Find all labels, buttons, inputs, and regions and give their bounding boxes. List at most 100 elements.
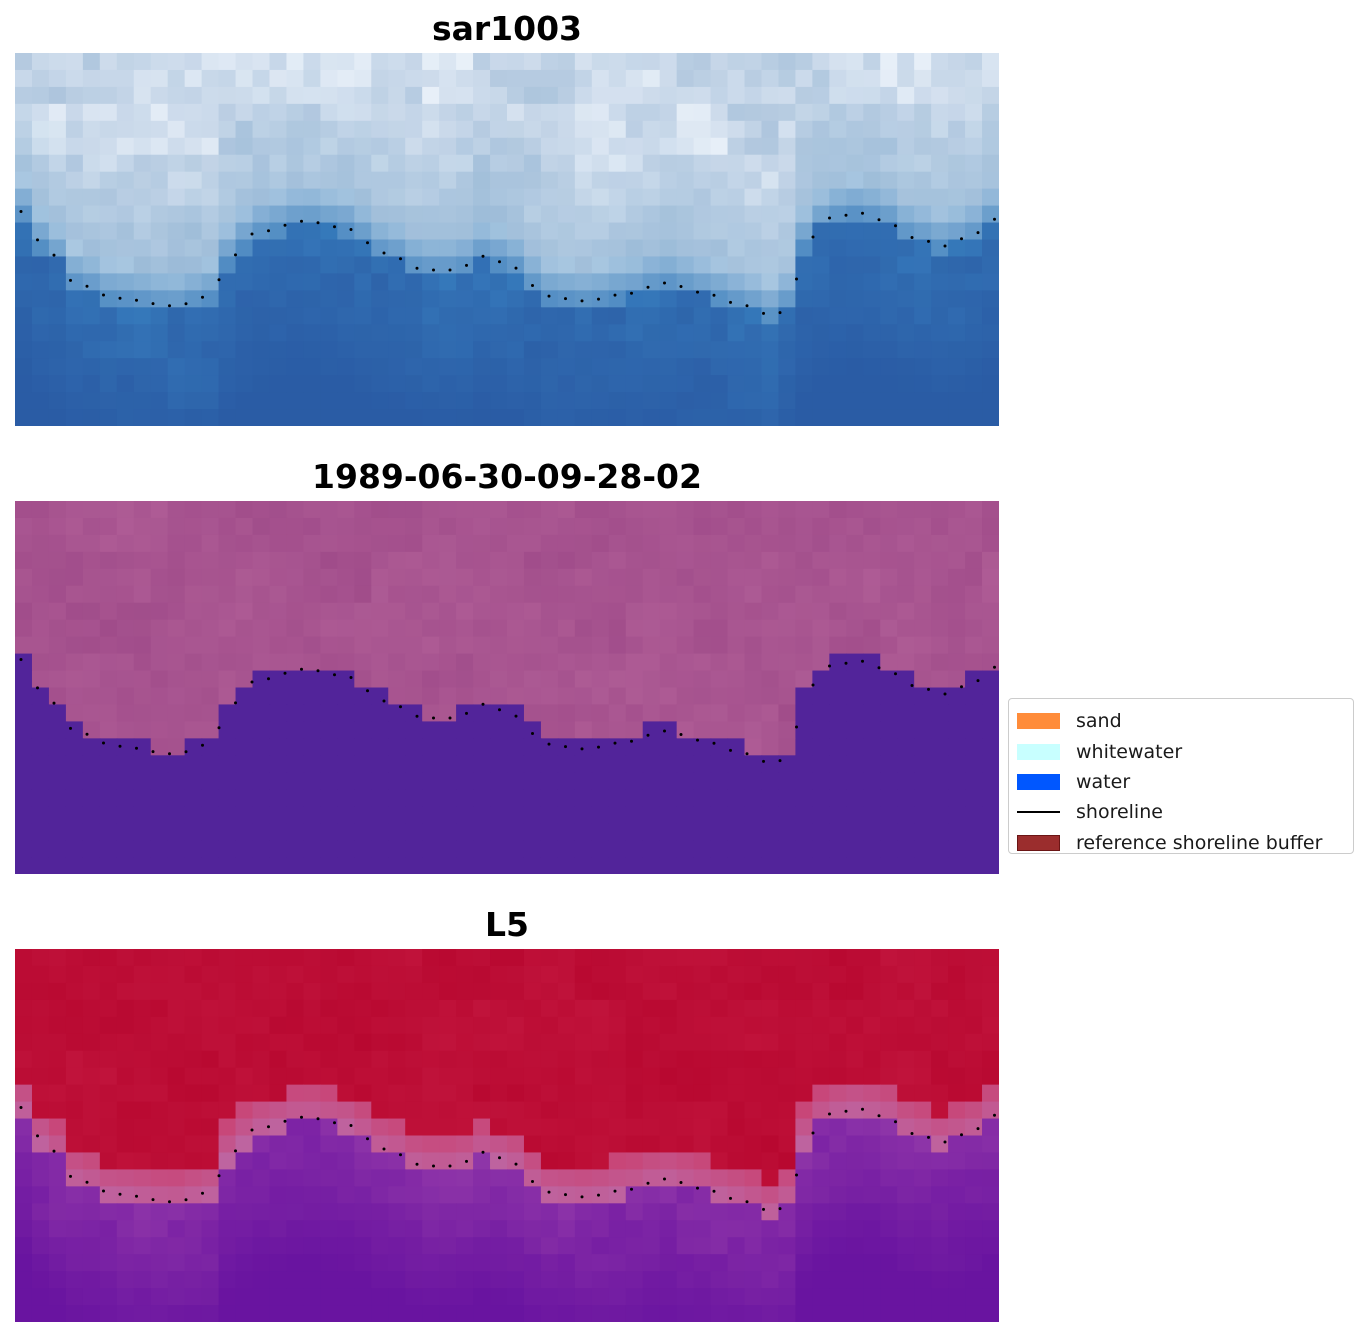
raster-pixel	[880, 392, 898, 410]
raster-pixel	[320, 738, 338, 756]
raster-pixel	[48, 409, 67, 426]
raster-pixel	[15, 1016, 33, 1035]
raster-pixel	[523, 1118, 542, 1137]
raster-pixel	[167, 1271, 186, 1289]
raster-pixel	[473, 840, 491, 858]
raster-pixel	[99, 982, 118, 1001]
raster-pixel	[778, 392, 797, 410]
raster-pixel	[846, 670, 864, 689]
raster-pixel	[439, 188, 457, 207]
raster-pixel	[116, 534, 135, 553]
raster-pixel	[82, 982, 101, 1001]
raster-pixel	[863, 53, 881, 71]
raster-pixel	[523, 1067, 542, 1086]
raster-pixel	[65, 670, 84, 689]
shoreline-dot	[69, 278, 72, 282]
raster-pixel	[965, 358, 983, 376]
raster-pixel	[116, 806, 135, 824]
raster-pixel	[167, 1203, 186, 1221]
raster-pixel	[99, 358, 118, 376]
raster-pixel	[269, 171, 288, 190]
raster-pixel	[303, 273, 321, 291]
raster-pixel	[184, 188, 203, 207]
raster-pixel	[523, 341, 542, 359]
raster-pixel	[744, 409, 763, 426]
raster-pixel	[659, 670, 678, 689]
shoreline-dot	[927, 239, 930, 243]
raster-pixel	[371, 1271, 389, 1289]
raster-pixel	[897, 857, 915, 874]
raster-pixel	[99, 1220, 118, 1238]
raster-pixel	[540, 375, 559, 393]
raster-pixel	[184, 670, 203, 689]
raster-pixel	[829, 1203, 847, 1221]
raster-pixel	[727, 392, 746, 410]
raster-pixel	[659, 857, 678, 874]
raster-pixel	[65, 999, 84, 1018]
raster-pixel	[320, 307, 338, 325]
raster-pixel	[507, 341, 525, 359]
raster-pixel	[846, 1084, 864, 1103]
raster-pixel	[473, 120, 491, 139]
raster-pixel	[473, 551, 491, 570]
raster-pixel	[507, 1254, 525, 1272]
raster-pixel	[744, 290, 763, 308]
raster-pixel	[642, 171, 661, 190]
raster-pixel	[269, 1101, 288, 1120]
raster-pixel	[812, 636, 830, 655]
raster-pixel	[201, 307, 220, 325]
raster-pixel	[982, 1169, 999, 1187]
raster-pixel	[693, 772, 712, 790]
raster-pixel	[761, 806, 780, 824]
raster-pixel	[235, 1152, 254, 1170]
raster-pixel	[99, 1050, 118, 1069]
raster-pixel	[982, 1152, 999, 1170]
raster-pixel	[557, 307, 576, 325]
raster-pixel	[523, 602, 542, 621]
raster-pixel	[439, 1203, 457, 1221]
raster-pixel	[15, 103, 33, 122]
raster-pixel	[778, 1288, 797, 1306]
raster-pixel	[201, 120, 220, 139]
raster-pixel	[252, 517, 271, 536]
raster-pixel	[439, 551, 457, 570]
raster-pixel	[116, 965, 135, 984]
raster-pixel	[422, 551, 440, 570]
raster-pixel	[931, 653, 949, 672]
raster-pixel	[608, 53, 627, 71]
raster-pixel	[676, 687, 695, 706]
raster-pixel	[439, 1033, 457, 1052]
raster-pixel	[608, 256, 627, 274]
raster-pixel	[676, 1220, 695, 1238]
raster-pixel	[218, 982, 237, 1001]
raster-pixel	[320, 1135, 338, 1154]
raster-pixel	[625, 1135, 644, 1154]
raster-pixel	[642, 1101, 661, 1120]
raster-pixel	[693, 982, 712, 1001]
raster-pixel	[897, 69, 915, 88]
raster-pixel	[948, 1101, 966, 1120]
raster-pixel	[490, 324, 508, 342]
shoreline-dot	[300, 219, 303, 223]
raster-pixel	[880, 840, 898, 858]
raster-pixel	[422, 1288, 440, 1306]
raster-pixel	[591, 1118, 610, 1137]
raster-pixel	[880, 738, 898, 756]
raster-pixel	[948, 501, 966, 519]
raster-pixel	[116, 273, 135, 291]
raster-pixel	[116, 69, 135, 88]
raster-pixel	[982, 120, 999, 139]
raster-pixel	[48, 1016, 67, 1035]
shoreline-dot	[52, 253, 56, 257]
raster-pixel	[540, 534, 559, 553]
raster-pixel	[15, 585, 33, 604]
raster-pixel	[235, 1101, 254, 1120]
raster-pixel	[252, 670, 271, 689]
raster-pixel	[676, 949, 695, 967]
raster-pixel	[982, 602, 999, 621]
raster-pixel	[439, 1186, 457, 1204]
raster-pixel	[795, 568, 813, 587]
raster-pixel	[65, 501, 84, 519]
raster-pixel	[710, 721, 729, 739]
raster-pixel	[659, 1220, 678, 1238]
